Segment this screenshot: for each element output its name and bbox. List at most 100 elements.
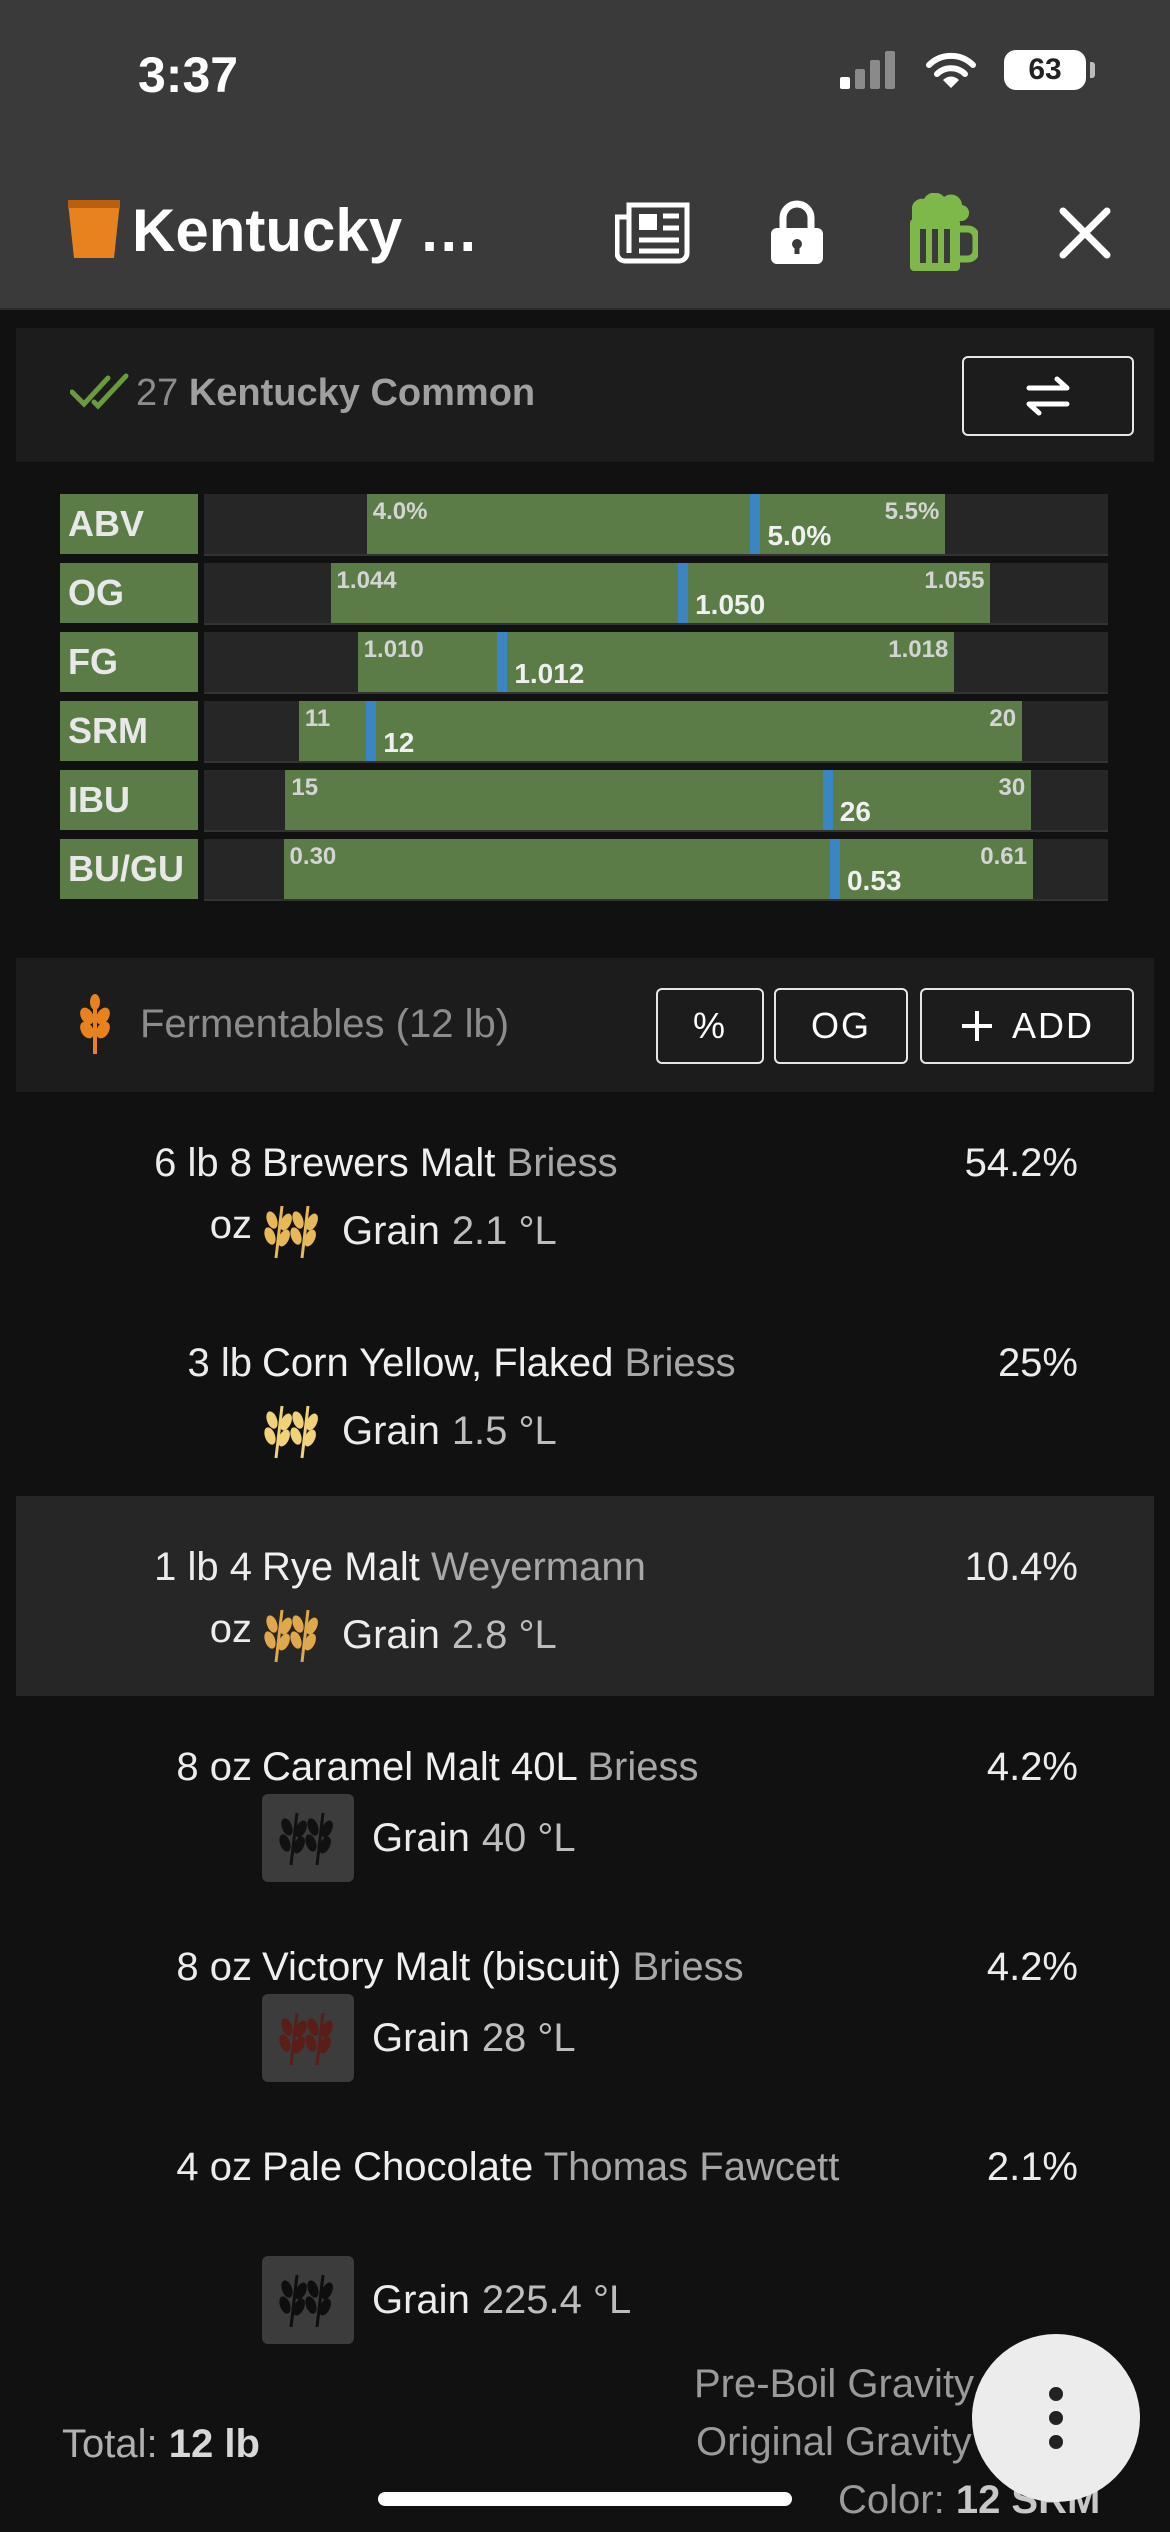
item-type: Grain — [342, 1408, 440, 1453]
total-label: Total: — [62, 2422, 158, 2466]
stat-value: 1.012 — [514, 658, 585, 689]
style-panel: 27 Kentucky Common — [16, 328, 1154, 462]
item-color: 2.8 °L — [451, 1612, 557, 1657]
grain-icon — [279, 2274, 333, 2328]
plus-icon — [961, 1011, 992, 1041]
stat-max: 1.018 — [888, 636, 949, 663]
item-type: Grain — [342, 1208, 440, 1253]
amount-line-1: 1 lb 4 — [154, 1545, 252, 1589]
stat-track: 0.30 0.61 0.53 — [204, 839, 1108, 901]
item-percent: 25% — [997, 1341, 1078, 1385]
item-name: Caramel Malt 40L Briess — [262, 1736, 982, 1798]
stat-max: 20 — [989, 705, 1017, 732]
status-time: 3:37 — [138, 47, 239, 103]
item-detail: Grain 2.8 °L — [262, 1606, 557, 1664]
item-name: Rye Malt Weyermann — [262, 1536, 982, 1598]
recipe-title[interactable]: Kentucky 5.... — [132, 197, 512, 264]
item-color: 1.5 °L — [451, 1408, 557, 1453]
add-fermentable-button[interactable]: ADD — [920, 988, 1134, 1064]
grain-icon — [264, 1205, 318, 1259]
double-check-icon — [70, 373, 129, 410]
stat-min: 0.30 — [289, 843, 337, 870]
item-percent: 4.2% — [986, 1745, 1078, 1789]
beer-glass-icon — [68, 200, 120, 258]
stat-min: 4.0% — [372, 498, 428, 525]
fermentables-title: Fermentables (12 lb) — [140, 1002, 510, 1046]
item-name: Victory Malt (biscuit) Briess — [262, 1936, 982, 1998]
swap-style-button[interactable] — [962, 356, 1134, 436]
grain-icon-box — [262, 1994, 354, 2082]
stat-min: 15 — [291, 774, 319, 801]
brew-button[interactable] — [896, 188, 986, 278]
color-label: Color: — [838, 2478, 945, 2522]
grain-icon-box — [262, 2256, 354, 2344]
stat-marker — [750, 494, 761, 554]
amount-line-1: 8 oz — [176, 1945, 252, 1989]
stat-min: 11 — [304, 705, 331, 732]
list-item[interactable]: 4 oz Pale Chocolate Thomas Fawcett 2.1% … — [16, 2096, 1154, 2356]
stat-marker — [678, 563, 689, 623]
stat-marker — [829, 839, 840, 899]
list-item[interactable]: 6 lb 8 oz Brewers Malt Briess 54.2% Grain… — [16, 1092, 1154, 1292]
status-icons: 63 — [840, 50, 1095, 90]
notes-button[interactable] — [608, 188, 698, 278]
list-item[interactable]: 8 oz Caramel Malt 40L Briess 4.2% Grain … — [16, 1696, 1154, 1896]
stat-range — [298, 701, 1023, 761]
style-name[interactable]: 27 Kentucky Common — [136, 372, 535, 415]
stat-range — [330, 563, 991, 623]
home-indicator[interactable] — [378, 2492, 792, 2506]
preboil-gravity: Pre-Boil Gravity — [694, 2362, 975, 2406]
item-percent: 10.4% — [964, 1545, 1078, 1589]
stat-marker — [822, 770, 833, 830]
grain-icon — [279, 2012, 333, 2066]
newspaper-icon — [615, 202, 690, 264]
amount-line-1: 8 oz — [176, 1745, 252, 1789]
stat-row-srm: SRM 11 20 12 — [60, 701, 1108, 763]
item-detail: Grain 1.5 °L — [262, 1402, 557, 1460]
stat-label: IBU — [60, 770, 198, 830]
item-type: Grain — [372, 1815, 470, 1860]
grain-icon — [264, 1405, 318, 1459]
amount-line-2: oz — [209, 1607, 252, 1651]
item-title: Pale Chocolate — [262, 2145, 534, 2189]
list-item[interactable]: 3 lb Corn Yellow, Flaked Briess 25% Grai… — [16, 1292, 1154, 1492]
item-percent: 4.2% — [986, 1945, 1078, 1989]
stat-track: 11 20 12 — [204, 701, 1108, 763]
stat-marker — [366, 701, 377, 761]
stat-value: 5.0% — [767, 520, 832, 551]
wifi-icon — [926, 52, 976, 88]
item-detail: Grain 225.4 °L — [262, 2256, 631, 2344]
og-button[interactable]: OG — [774, 988, 908, 1064]
item-name: Pale Chocolate Thomas Fawcett — [262, 2136, 982, 2198]
item-type: Grain — [342, 1612, 440, 1657]
swap-arrows-icon — [1026, 376, 1070, 416]
stat-label: FG — [60, 632, 198, 692]
stats-panel: ABV 4.0% 5.5% 5.0% OG 1.044 1.055 1.050 … — [60, 494, 1108, 908]
more-options-button[interactable] — [972, 2334, 1140, 2502]
item-type: Grain — [372, 2277, 470, 2322]
stat-label: SRM — [60, 701, 198, 761]
original-gravity: Original Gravity — [696, 2420, 972, 2464]
total-value: 12 lb — [168, 2422, 260, 2466]
item-brand: Thomas Fawcett — [543, 2145, 840, 2189]
lock-button[interactable] — [752, 188, 842, 278]
stat-row-ibu: IBU 15 30 26 — [60, 770, 1108, 832]
top-app-bar: Kentucky 5.... — [0, 160, 1170, 310]
grain-icon-box — [262, 1794, 354, 1882]
stat-range — [283, 839, 1033, 899]
item-title: Caramel Malt 40L — [262, 1745, 577, 1789]
percent-button[interactable]: % — [656, 988, 764, 1064]
stat-row-og: OG 1.044 1.055 1.050 — [60, 563, 1108, 625]
list-item[interactable]: 8 oz Victory Malt (biscuit) Briess 4.2% … — [16, 1896, 1154, 2096]
item-name: Brewers Malt Briess — [262, 1132, 982, 1194]
stat-min: 1.044 — [336, 567, 397, 594]
item-amount: 4 oz — [176, 2136, 252, 2198]
stat-track: 1.010 1.018 1.012 — [204, 632, 1108, 694]
stat-range — [366, 494, 946, 554]
stat-label: ABV — [60, 494, 198, 554]
stat-max: 30 — [998, 774, 1026, 801]
more-vertical-icon — [1049, 2387, 1063, 2449]
beer-mug-icon — [910, 193, 978, 271]
close-button[interactable] — [1040, 188, 1130, 278]
list-item[interactable]: 1 lb 4 oz Rye Malt Weyermann 10.4% Grain … — [16, 1496, 1154, 1696]
